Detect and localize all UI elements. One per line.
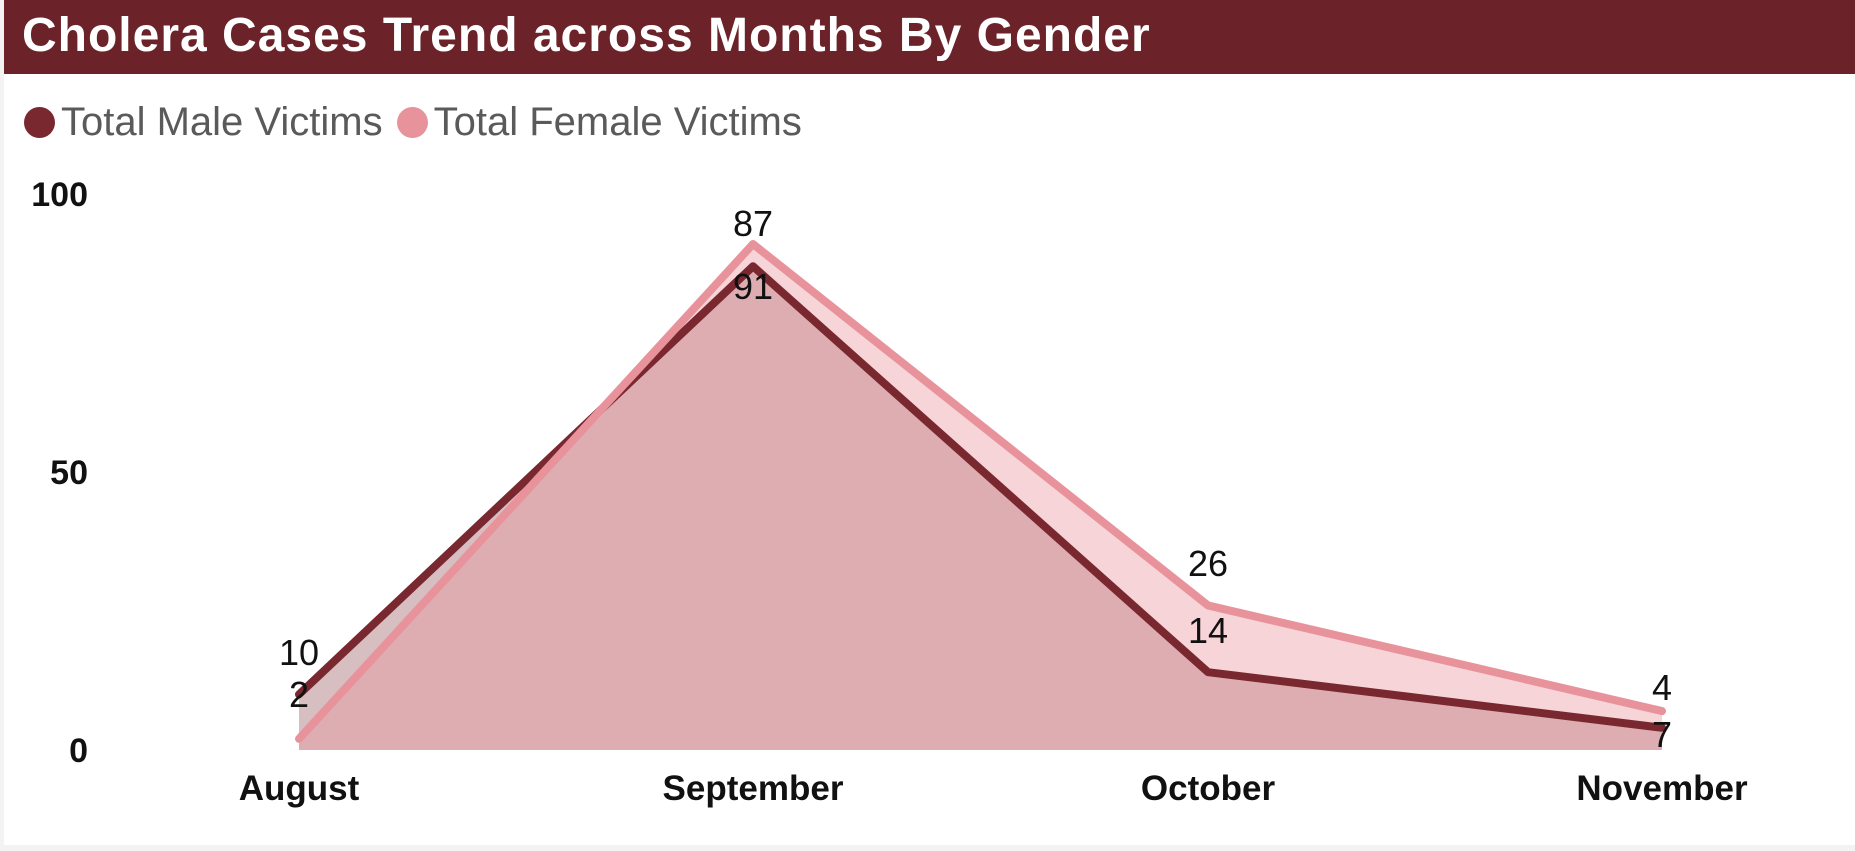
chart-title: Cholera Cases Trend across Months By Gen… (22, 9, 1151, 62)
x-tick-label: September (663, 769, 844, 808)
data-label: 4 (1652, 667, 1672, 708)
data-label: 91 (733, 266, 773, 307)
data-label: 2 (289, 674, 309, 715)
data-label: 14 (1188, 610, 1228, 651)
data-label: 26 (1188, 543, 1228, 584)
chart-legend: Total Male Victims Total Female Victims (24, 99, 816, 145)
y-tick-label: 50 (50, 454, 88, 492)
data-label: 10 (279, 632, 319, 673)
legend-label-male: Total Male Victims (61, 99, 383, 144)
line-layer (295, 240, 1666, 743)
male-area (299, 266, 1662, 750)
y-tick-label: 100 (31, 176, 88, 214)
legend-item-female[interactable]: Total Female Victims (396, 99, 802, 145)
x-tick-label: November (1576, 769, 1748, 808)
data-label-layer: 10 87 14 4 2 91 26 7 (279, 203, 1672, 755)
chart-card: Cholera Cases Trend across Months By Gen… (4, 0, 1855, 845)
legend-item-male[interactable]: Total Male Victims (24, 100, 383, 145)
x-axis: August September October November (239, 769, 1748, 808)
male-line (295, 262, 1666, 732)
female-line (295, 240, 1666, 743)
data-label: 87 (733, 203, 773, 244)
area-chart: 0 50 100 August September October November 10… (31, 176, 1748, 808)
y-tick-label: 0 (69, 732, 88, 770)
y-axis: 0 50 100 (31, 176, 88, 770)
legend-marker-female (396, 106, 428, 138)
legend-marker-male (24, 106, 55, 138)
data-label: 7 (1652, 714, 1672, 755)
title-bar: Cholera Cases Trend across Months By Gen… (4, 0, 1855, 74)
x-tick-label: August (239, 769, 360, 808)
x-tick-label: October (1141, 769, 1276, 808)
legend-label-female: Total Female Victims (433, 99, 802, 144)
